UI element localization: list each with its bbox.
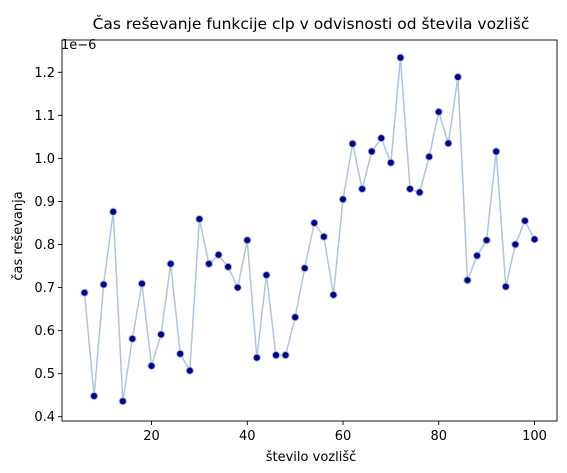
data-point	[415, 188, 424, 197]
data-point	[453, 72, 462, 82]
data-point	[338, 195, 348, 204]
data-point	[252, 353, 261, 362]
y-tick-label: 0.6	[34, 324, 55, 339]
data-point	[425, 152, 434, 161]
data-point	[176, 349, 185, 358]
data-point	[128, 334, 137, 343]
data-point	[137, 279, 147, 288]
y-tick-label: 0.4	[34, 410, 55, 425]
data-point	[109, 207, 118, 216]
plot-frame	[61, 39, 558, 422]
data-point	[358, 184, 367, 194]
y-tick-label: 1.1	[34, 109, 55, 124]
data-point	[157, 330, 166, 339]
data-point	[396, 53, 405, 62]
y-axis: 0.4 0.5 0.6 0.7 0.8 0.9 1.0 1.1 1.2	[34, 66, 62, 425]
data-point	[319, 232, 328, 241]
data-point	[386, 158, 395, 167]
data-point	[291, 313, 300, 322]
data-point	[492, 147, 501, 156]
series-line	[83, 57, 536, 402]
x-tick-label: 60	[335, 429, 352, 444]
data-point	[271, 351, 281, 360]
y-tick-label: 0.9	[34, 195, 55, 210]
x-tick-label: 80	[430, 429, 447, 444]
data-point	[233, 283, 242, 292]
y-tick-label: 1.0	[34, 152, 55, 167]
data-point	[501, 282, 510, 291]
data-point	[281, 351, 290, 360]
data-point	[530, 235, 539, 244]
data-point	[348, 139, 357, 148]
data-point	[377, 134, 386, 143]
y-tick-label: 0.7	[34, 281, 55, 296]
data-point	[300, 264, 309, 273]
x-axis-label: število vozlišč	[266, 450, 357, 465]
data-point	[224, 262, 233, 271]
data-point	[262, 270, 271, 280]
data-point	[99, 280, 108, 289]
data-point	[444, 139, 453, 148]
data-point	[367, 147, 376, 156]
data-point	[147, 361, 156, 370]
x-axis: 20 40 60 80 100	[143, 421, 547, 444]
data-point	[329, 290, 338, 299]
data-point	[520, 216, 530, 225]
data-point	[511, 240, 520, 249]
data-point	[118, 397, 127, 406]
data-point	[434, 107, 443, 116]
data-point	[195, 214, 204, 224]
data-point	[80, 288, 89, 297]
plot-area	[61, 39, 558, 422]
chart-title: Čas reševanje funkcije clp v odvisnosti …	[93, 14, 530, 33]
y-tick-label: 1.2	[34, 66, 55, 81]
x-tick-label: 40	[239, 429, 256, 444]
x-tick-label: 20	[143, 429, 160, 444]
data-point	[405, 184, 415, 194]
data-point	[482, 236, 491, 245]
data-point	[310, 218, 319, 228]
data-point	[472, 251, 482, 260]
data-point	[166, 259, 175, 268]
y-axis-label: čas reševanja	[11, 191, 26, 280]
y-offset-text: 1e−6	[61, 38, 96, 53]
y-tick-label: 0.5	[34, 367, 55, 382]
data-point	[243, 236, 252, 245]
data-point	[214, 250, 223, 259]
y-tick-label: 0.8	[34, 238, 55, 253]
x-tick-label: 100	[522, 429, 547, 444]
data-point	[185, 366, 194, 375]
data-point	[204, 259, 214, 268]
data-point	[89, 391, 99, 401]
data-point	[463, 276, 472, 285]
